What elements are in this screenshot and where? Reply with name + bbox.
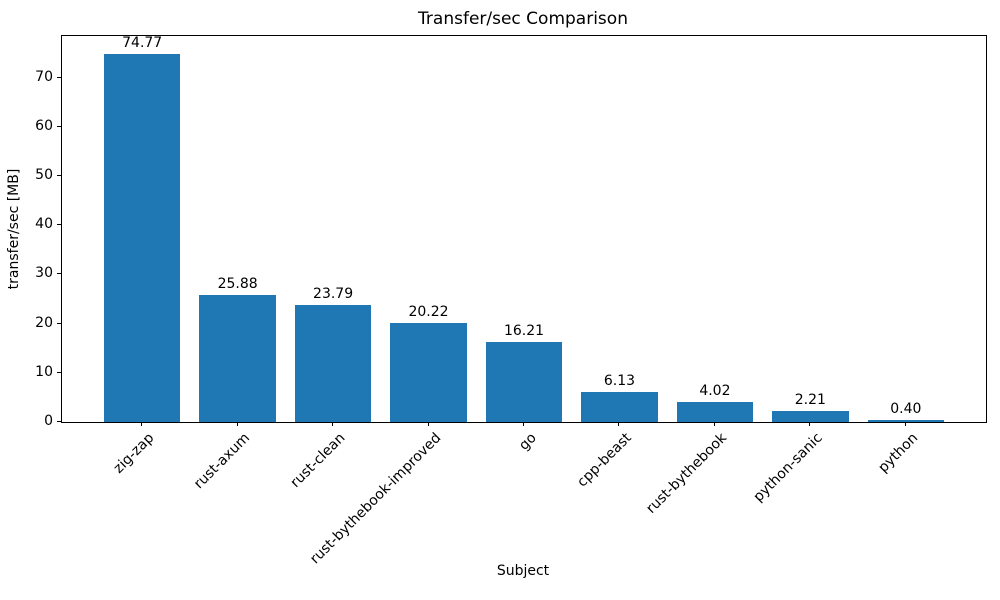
y-tick-label: 30 (35, 265, 53, 282)
bar-value-label: 20.22 (408, 303, 449, 320)
x-tick-label-cpp-beast: cpp-beast (574, 430, 635, 491)
bar-rust-clean (294, 305, 372, 422)
bar-value-label: 0.40 (890, 401, 922, 418)
bar-value-label: 25.88 (217, 275, 258, 292)
bar-python (867, 420, 944, 422)
y-tick-label: 70 (35, 68, 53, 85)
bar-zig-zap (104, 54, 181, 422)
x-tick-label-rust-bythebook: rust-bythebook (643, 430, 731, 517)
bar-value-label: 6.13 (603, 372, 636, 389)
y-tick-label: 50 (35, 167, 53, 184)
chart-title: Transfer/sec Comparison (418, 9, 628, 29)
y-tick-label: 60 (35, 117, 53, 134)
y-tick-label: 40 (35, 216, 53, 233)
bar-rust-bythebook-improved (390, 322, 467, 422)
x-tick-mark (809, 422, 811, 426)
x-tick-mark (713, 422, 715, 426)
x-tick-mark (523, 422, 524, 426)
x-tick-label-zig-zap: zig-zap (110, 430, 158, 477)
bar-python-sanic (772, 411, 849, 422)
y-tick-mark (57, 273, 61, 275)
bar-value-label: 2.21 (794, 392, 826, 409)
x-tick-mark (427, 422, 429, 426)
y-tick-mark (57, 125, 61, 127)
x-tick-label-go: go (515, 430, 540, 454)
y-tick-label: 0 (44, 413, 53, 429)
x-tick-mark (332, 422, 334, 426)
y-tick-mark (57, 421, 61, 422)
bar-go (485, 342, 563, 422)
bar-value-label: 4.02 (699, 383, 731, 400)
y-tick-mark (57, 322, 61, 324)
y-tick-mark (57, 371, 61, 373)
x-tick-mark (236, 422, 238, 426)
x-axis-label: Subject (496, 563, 550, 579)
x-tick-mark (618, 422, 620, 426)
x-tick-mark (904, 422, 906, 426)
x-tick-label-python: python (875, 430, 922, 476)
x-tick-label-rust-axum: rust-axum (190, 430, 253, 493)
y-tick-label: 20 (35, 314, 53, 331)
bar-rust-axum (199, 294, 276, 422)
bar-cpp-beast (581, 391, 658, 422)
y-tick-mark (57, 224, 61, 226)
x-tick-label-rust-clean: rust-clean (287, 430, 349, 491)
bar-value-label: 16.21 (503, 323, 545, 340)
bar-rust-bythebook (676, 402, 754, 422)
plot-area: 74.77 25.88 23.79 20.22 16.21 6.13 4.02 2.21 0.4… (61, 35, 987, 423)
bar-value-label: 74.77 (122, 35, 163, 52)
y-tick-label: 10 (35, 363, 53, 380)
x-tick-mark (141, 422, 143, 426)
x-tick-label-python-sanic: python-sanic (750, 430, 826, 506)
y-tick-mark (57, 175, 61, 177)
y-tick-mark (57, 76, 61, 78)
bar-value-label: 23.79 (313, 286, 354, 303)
